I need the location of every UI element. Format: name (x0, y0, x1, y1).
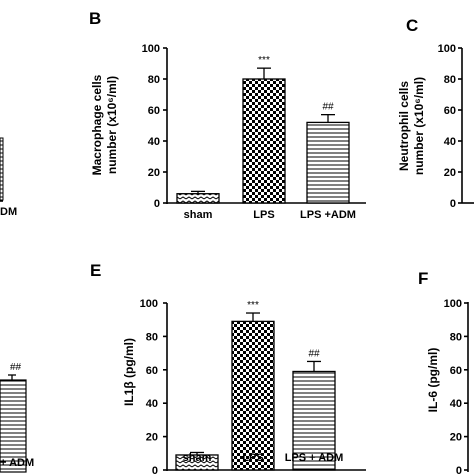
svg-text:Neutrophil cells: Neutrophil cells (397, 81, 411, 171)
c-y-ticks: 100 80 60 40 20 0 (438, 43, 462, 210)
y-tick-label: 20 (450, 432, 462, 444)
f-y-axis-label: IL-6 (pg/ml) (426, 348, 440, 413)
panel-label-f: F (418, 269, 428, 288)
panel-d-annotation: ## (10, 362, 22, 373)
y-tick-label: 20 (444, 167, 456, 179)
panel-label-e: E (90, 261, 101, 280)
y-tick-label: 40 (148, 136, 160, 148)
y-tick-label: 100 (444, 298, 462, 310)
bar-lps (231, 320, 275, 471)
y-tick-label: 20 (148, 167, 160, 179)
category-label: LPS +ADM (300, 209, 356, 221)
panel-a-bar-fragment (0, 137, 4, 201)
panel-d-bar-fragment (0, 379, 27, 473)
significance-label: *** (258, 55, 270, 66)
y-tick-label: 100 (140, 298, 158, 310)
significance-label: ## (322, 102, 334, 113)
y-tick-label: 100 (142, 43, 160, 55)
category-label: sham (184, 209, 213, 221)
category-label: LPS + ADM (285, 452, 344, 464)
y-tick-label: 0 (154, 198, 160, 210)
y-tick-label: 0 (152, 465, 158, 474)
y-tick-label: 60 (148, 105, 160, 117)
y-tick-label: 80 (148, 74, 160, 86)
c-y-axis-label: Neutrophil cells number (x10⁶/ml) (397, 77, 426, 175)
macrophage-bar-chart: Macrophage cells number (x10⁶/ml) 0 20 40 6… (90, 43, 366, 221)
category-label: LPS (242, 452, 263, 464)
y-tick-label: 80 (444, 74, 456, 86)
bar-lps-adm (306, 121, 350, 204)
y-tick-label: 20 (146, 432, 158, 444)
svg-text:number (x10⁶/ml): number (x10⁶/ml) (105, 76, 119, 174)
y-tick-label: 0 (450, 198, 456, 210)
y-tick-label: 40 (444, 136, 456, 148)
panel-c-fragment: Neutrophil cells number (x10⁶/ml) 100 80 6… (397, 43, 474, 210)
il1b-bar-chart: IL1β (pg/ml) 0 20 40 60 80 100 sham *** LPS ## LPS… (122, 298, 366, 474)
panel-d-category-fragment: + ADM (0, 457, 34, 469)
panel-d-fragment: ## + ADM (0, 362, 34, 473)
y-tick-label: 40 (450, 398, 462, 410)
category-label: LPS (253, 209, 274, 221)
svg-text:IL1β (pg/ml): IL1β (pg/ml) (122, 338, 136, 406)
y-tick-label: 100 (438, 43, 456, 55)
bar-lps (242, 78, 286, 204)
svg-text:IL-6 (pg/ml): IL-6 (pg/ml) (426, 348, 440, 413)
y-tick-label: 40 (146, 398, 158, 410)
f-y-ticks: 100 80 60 40 20 0 (444, 298, 468, 474)
panel-a-category-fragment: DM (0, 206, 17, 218)
y-tick-label: 80 (450, 331, 462, 343)
svg-text:Macrophage cells: Macrophage cells (90, 74, 104, 175)
b-y-axis-label: Macrophage cells number (x10⁶/ml) (90, 74, 119, 175)
y-tick-label: 60 (450, 365, 462, 377)
svg-text:number (x10⁶/ml): number (x10⁶/ml) (412, 77, 426, 175)
bar-sham (176, 193, 220, 204)
panel-label-b: B (89, 9, 101, 28)
bar-lps-adm (292, 370, 336, 471)
e-y-axis-label: IL1β (pg/ml) (122, 338, 136, 406)
panel-a-fragment: DM (0, 137, 17, 218)
y-tick-label: 0 (456, 465, 462, 474)
panel-label-c: C (406, 16, 418, 35)
significance-label: *** (247, 300, 259, 311)
y-tick-label: 80 (146, 331, 158, 343)
y-tick-label: 60 (444, 105, 456, 117)
y-tick-label: 60 (146, 365, 158, 377)
category-label: sham (183, 452, 212, 464)
significance-label: ## (308, 348, 320, 359)
panel-f-fragment: IL-6 (pg/ml) 100 80 60 40 20 0 (426, 298, 469, 474)
